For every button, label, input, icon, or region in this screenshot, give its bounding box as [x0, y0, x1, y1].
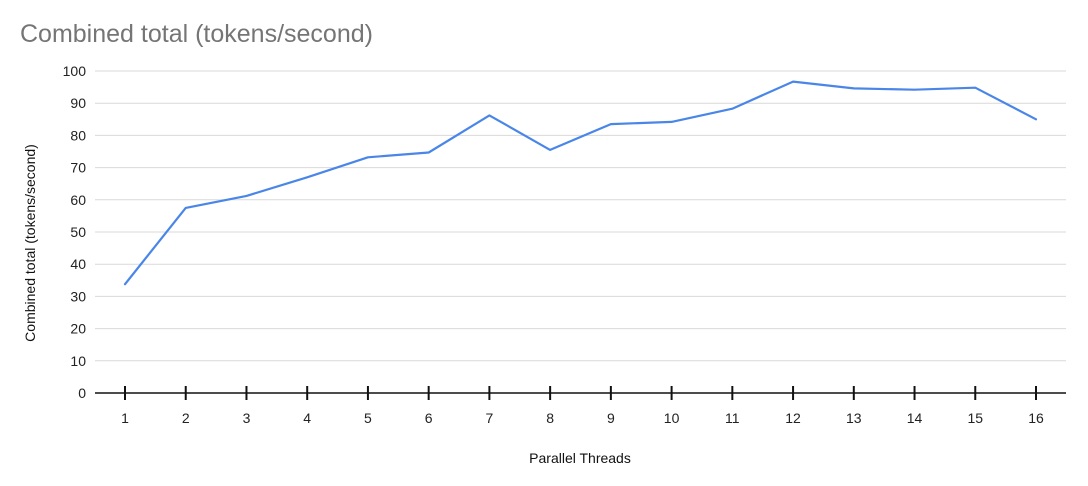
y-tick-label: 40: [70, 256, 86, 272]
x-tick-label: 5: [364, 410, 372, 426]
x-axis: 1 2 3 4 5 6 7 8 9 10 11 12 13 14 15 16: [95, 386, 1066, 426]
y-axis-ticks: 0 10 20 30 40 50 60 70 80 90 100: [63, 63, 87, 401]
y-tick-label: 10: [70, 353, 86, 369]
x-tick-label: 14: [907, 410, 923, 426]
chart-title: Combined total (tokens/second): [20, 20, 373, 48]
x-tick-label: 2: [182, 410, 190, 426]
x-tick-label: 1: [121, 410, 129, 426]
x-tick-label: 7: [486, 410, 494, 426]
y-tick-label: 80: [70, 127, 86, 143]
series-line: [123, 80, 1038, 286]
x-tick-label: 10: [664, 410, 680, 426]
y-tick-label: 0: [78, 385, 86, 401]
series-layer: [123, 80, 1038, 286]
x-tick-label: 6: [425, 410, 433, 426]
y-tick-label: 70: [70, 160, 86, 176]
x-axis-label: Parallel Threads: [529, 450, 631, 466]
x-tick-label: 9: [607, 410, 615, 426]
y-tick-label: 90: [70, 95, 86, 111]
y-axis-label: Combined total (tokens/second): [22, 144, 38, 342]
x-tick-label: 3: [243, 410, 251, 426]
y-tick-label: 50: [70, 224, 86, 240]
gridlines: [95, 70, 1066, 362]
y-tick-label: 60: [70, 192, 86, 208]
y-tick-label: 30: [70, 288, 86, 304]
x-tick-label: 16: [1028, 410, 1044, 426]
y-tick-label: 20: [70, 321, 86, 337]
y-tick-label: 100: [63, 63, 87, 79]
x-tick-label: 13: [846, 410, 862, 426]
x-tick-label: 8: [546, 410, 554, 426]
x-tick-label: 11: [725, 410, 740, 426]
x-tick-label: 12: [785, 410, 801, 426]
x-tick-label: 15: [967, 410, 983, 426]
x-tick-label: 4: [303, 410, 311, 426]
